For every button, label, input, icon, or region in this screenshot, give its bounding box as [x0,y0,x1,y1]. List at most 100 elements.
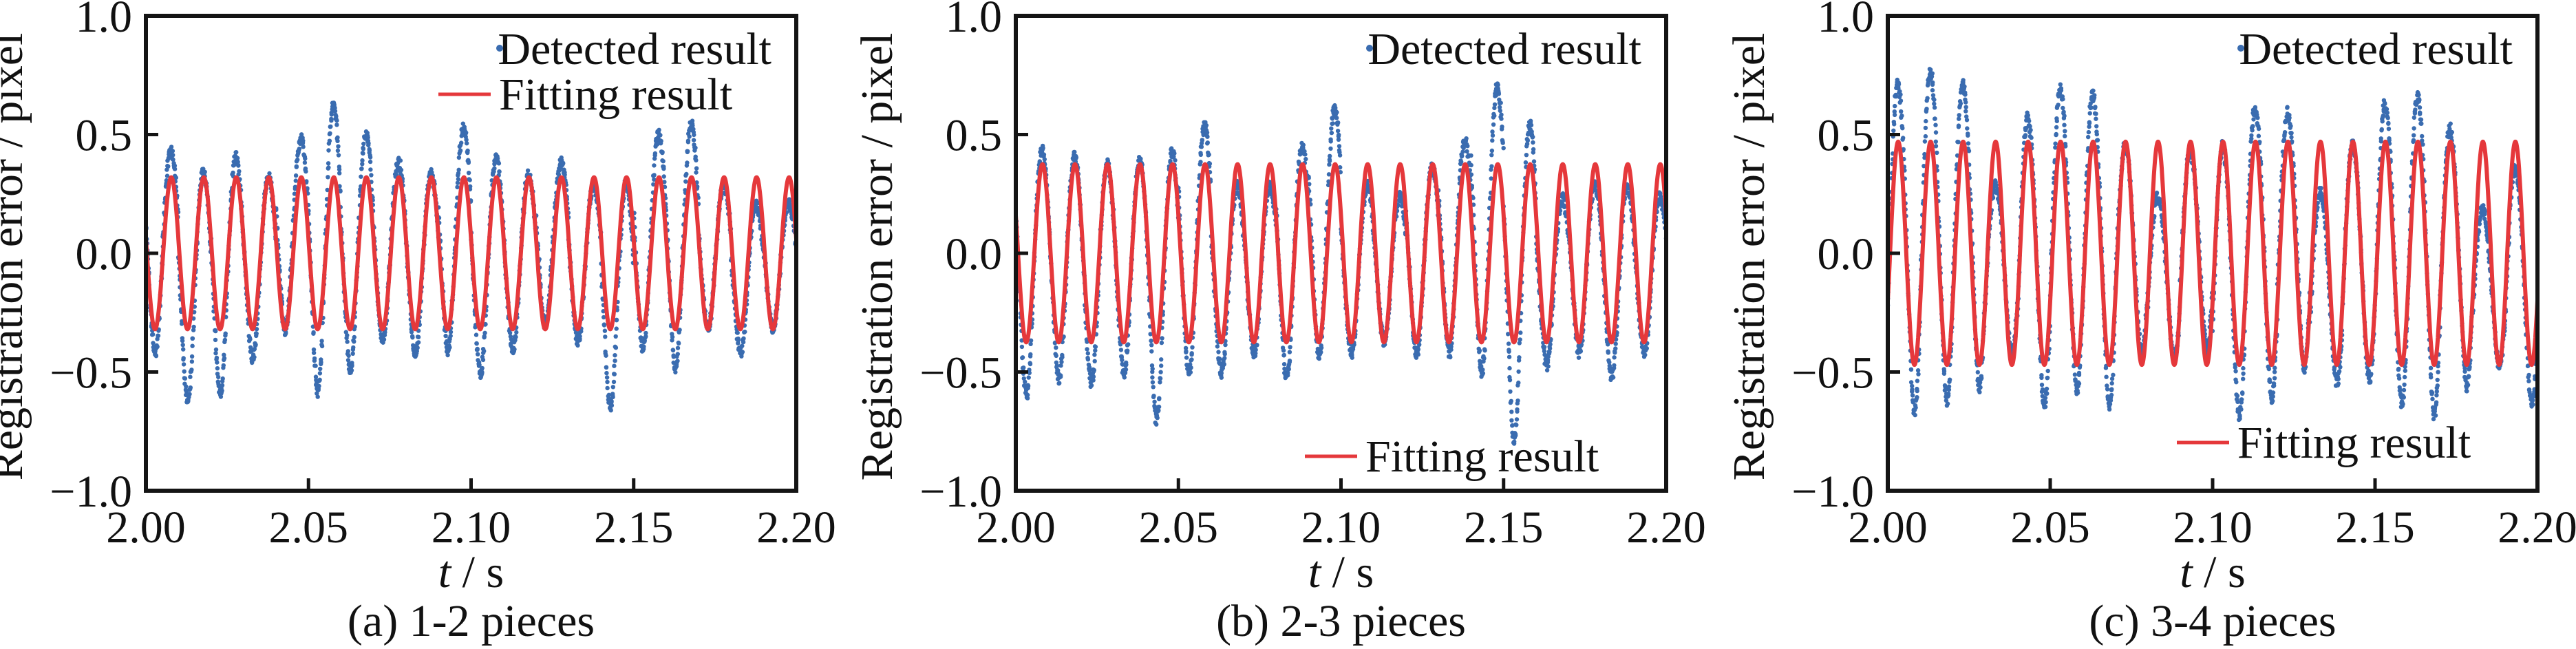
detected-point [1506,341,1511,346]
detected-point [1908,367,1914,372]
detected-point [652,151,658,156]
detected-point [614,318,619,323]
detected-point [464,130,469,135]
detected-point [604,353,608,358]
detected-point [328,131,332,136]
detected-point [603,349,608,354]
detected-point [480,357,486,363]
detected-point [1054,345,1058,350]
detected-point [1190,345,1195,350]
detected-point [736,336,741,341]
detected-point [181,356,186,361]
detected-point [171,157,175,162]
y-axis-label: Registration error / pixel [0,33,32,481]
detected-point [1546,364,1551,369]
detected-point [1058,373,1063,378]
panel-caption: (a) 1-2 pieces [348,596,595,646]
detected-point [1157,396,1162,401]
detected-point [1217,357,1222,361]
detected-point [1492,113,1497,118]
detected-point [1150,380,1156,385]
detected-point [1578,349,1584,354]
detected-point [455,180,460,185]
detected-point [213,347,219,352]
detected-point [1336,137,1341,142]
detected-point [1416,352,1420,357]
detected-point [398,158,403,163]
detected-point [675,359,680,363]
x-axis-label: t / s [438,547,504,597]
detected-point [683,179,688,184]
detected-point [611,379,617,385]
detected-point [1151,385,1156,390]
detected-point [1507,349,1511,354]
detected-point [1350,352,1354,357]
detected-point [292,184,298,189]
detected-point [659,138,663,144]
detected-point [456,167,461,172]
detected-point [187,392,192,396]
detected-point [495,156,500,161]
detected-point [1092,368,1097,373]
detected-point [740,343,745,348]
detected-point [1482,348,1487,353]
detected-point [368,167,373,172]
detected-point [1509,398,1513,403]
detected-point [335,148,341,153]
detected-point [466,171,471,175]
detected-point [460,121,465,126]
x-tick-label: 2.15 [1464,502,1544,553]
detected-point [613,353,617,358]
detected-point [467,178,472,182]
detected-point [216,374,221,379]
detected-point [661,174,666,179]
detected-point [670,348,676,353]
detected-point [1319,345,1324,350]
detected-point [312,356,317,361]
detected-point [1643,352,1648,357]
detected-point [1206,152,1211,157]
detected-point [1149,343,1154,348]
detected-point [1544,368,1550,373]
detected-point [643,334,648,339]
detected-point [612,372,617,376]
detected-point [464,137,469,142]
detected-point [350,351,355,356]
detected-point [455,184,460,190]
detected-point [1172,151,1177,156]
detected-point [685,140,691,145]
detected-point [359,167,364,171]
detected-point [602,323,607,328]
detected-point [1933,130,1939,135]
detected-point [1198,160,1203,164]
detected-point [1933,123,1938,127]
detected-point [155,344,160,349]
detected-point [1464,136,1469,141]
detected-point [1184,355,1189,360]
detected-point [690,123,695,128]
detected-point [1499,116,1504,121]
detected-point [296,150,301,155]
detected-point [609,403,615,408]
detected-point [1965,126,1970,131]
detected-point [1932,97,1937,103]
detected-point [1516,369,1521,374]
detected-point [329,112,334,117]
detected-point [1523,160,1529,165]
detected-point [1915,395,1919,400]
detected-point [318,366,323,372]
detected-point [319,343,325,349]
detected-point [1932,101,1937,106]
detected-point [184,389,189,394]
detected-point [317,377,322,382]
detected-point [1542,345,1547,350]
detected-point [1288,345,1292,350]
detected-point [1281,352,1287,358]
detected-point [1963,100,1968,105]
detected-point [352,339,356,344]
detected-point [236,163,241,168]
detected-point [1899,109,1904,114]
detected-point [1930,71,1935,76]
detected-point [1189,365,1193,370]
detected-point [173,175,178,180]
